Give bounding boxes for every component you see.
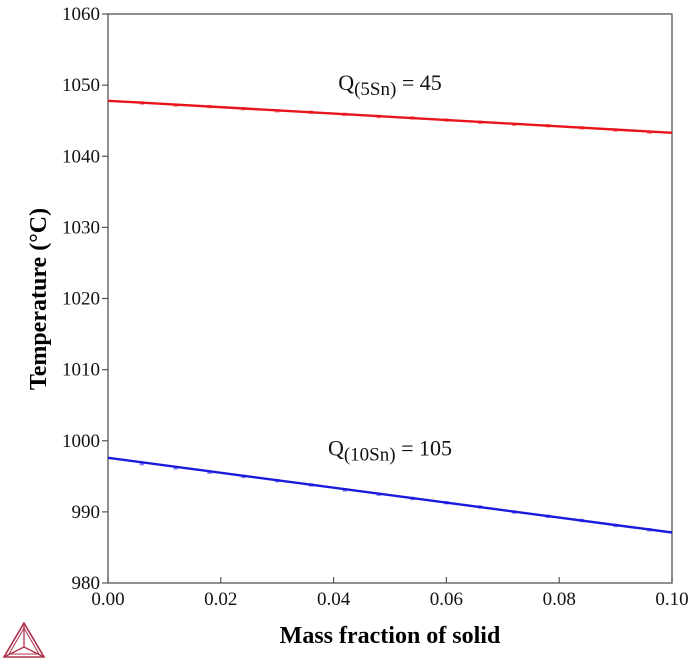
data-point: [275, 478, 280, 483]
x-tick-label: 0.00: [91, 589, 124, 610]
data-point: [579, 518, 584, 523]
data-point: [376, 114, 381, 119]
data-point: [173, 466, 178, 470]
annotation-subscript: (5Sn): [354, 79, 396, 100]
data-point: [139, 461, 145, 466]
data-point: [478, 120, 483, 124]
x-axis-ticks: 0.00 0.02 0.04 0.06 0.08 0.10: [91, 577, 689, 610]
logo-inner-triangle: [8, 626, 40, 655]
series-10Sn: [107, 456, 673, 534]
annotation-symbol: Q: [338, 70, 354, 95]
data-point: [511, 510, 517, 514]
data-point: [579, 126, 584, 130]
data-point: [376, 492, 381, 496]
series-line-10Sn: [107, 456, 673, 534]
y-tick-label: 980: [72, 573, 101, 594]
annotation-value: = 105: [396, 436, 452, 461]
data-point: [545, 124, 551, 128]
y-axis-ticks: 980 990 1000 1010 1020 1030 1040 1050 1060: [62, 4, 108, 594]
data-point: [241, 106, 246, 111]
logo-edges: [3, 623, 45, 658]
data-point: [308, 483, 314, 487]
data-point: [410, 116, 415, 120]
annotation-value: = 45: [396, 70, 441, 95]
data-point: [613, 523, 618, 528]
data-point: [647, 528, 652, 532]
data-point: [545, 514, 551, 518]
data-point: [444, 501, 449, 505]
x-tick-label: 0.04: [317, 589, 351, 610]
data-point: [478, 505, 483, 509]
thermo-calc-logo-icon: [2, 621, 46, 658]
data-point: [139, 101, 145, 105]
x-tick-label: 0.06: [430, 589, 463, 610]
y-tick-label: 1030: [62, 217, 100, 238]
annotation-subscript: (10Sn): [344, 445, 396, 466]
data-point: [308, 110, 314, 114]
x-tick-label: 0.08: [543, 589, 576, 610]
annotation-symbol: Q: [328, 436, 344, 461]
data-point: [647, 130, 652, 134]
x-tick-label: 0.10: [655, 589, 688, 610]
data-point: [511, 122, 517, 127]
series-line-5Sn: [107, 99, 673, 134]
x-tick-label: 0.02: [204, 589, 237, 610]
y-tick-label: 1000: [62, 431, 100, 452]
data-point: [613, 128, 618, 132]
data-point: [342, 112, 348, 117]
x-axis-title: Mass fraction of solid: [280, 623, 501, 649]
data-point: [342, 488, 348, 492]
y-axis-title: Temperature (°C): [26, 208, 52, 390]
data-point: [275, 109, 280, 113]
annotation-10Sn: Q(10Sn) = 105: [328, 436, 452, 466]
data-point: [207, 104, 212, 109]
annotation-5Sn: Q(5Sn) = 45: [338, 70, 442, 100]
series-layer: [107, 99, 673, 534]
y-tick-label: 1010: [62, 360, 100, 381]
data-point: [173, 103, 178, 107]
y-tick-label: 1020: [62, 289, 100, 310]
data-point: [444, 118, 449, 122]
data-point: [207, 470, 212, 474]
y-tick-label: 1040: [62, 146, 100, 167]
data-point: [241, 474, 246, 479]
y-tick-label: 1050: [62, 75, 100, 96]
logo-outer-triangle: [2, 621, 46, 658]
annotation-layer: Q(5Sn) = 45Q(10Sn) = 105: [328, 70, 452, 466]
y-tick-label: 1060: [62, 4, 100, 25]
series-5Sn: [107, 99, 673, 134]
data-point: [410, 496, 415, 501]
y-tick-label: 990: [72, 502, 101, 523]
